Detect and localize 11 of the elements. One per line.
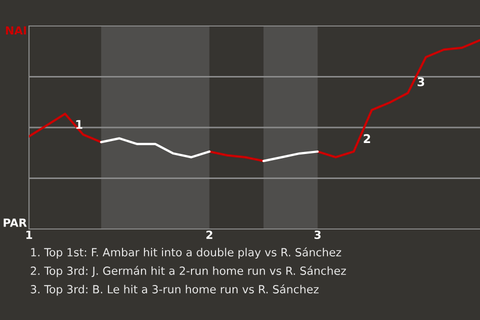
text: 2. Top 3rd: J. Germán hit a 2-run home run vs R. Sánchez (30, 266, 346, 278)
annotation: 2 (364, 134, 370, 143)
text: 3. Top 3rd: B. Le hit a 3-run home run vs R. Sánchez (30, 284, 319, 296)
x-tick-label: 1 (26, 230, 32, 239)
x-tick-label: 3 (314, 230, 321, 239)
annotation: 1 (76, 120, 82, 129)
text: 1. Top 1st: F. Ambar hit into a double play vs R. Sánchez (31, 247, 342, 259)
text: PAR (4, 218, 27, 227)
x-tick-label: 2 (206, 230, 212, 239)
text: NAI (6, 26, 26, 34)
annotation: 3 (418, 77, 424, 86)
